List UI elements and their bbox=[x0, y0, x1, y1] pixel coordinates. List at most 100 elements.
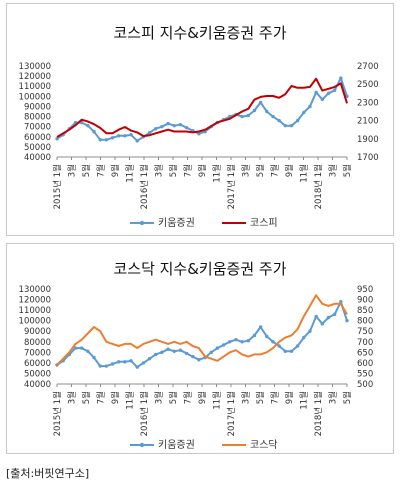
x-tick-label: 2018년 1월 bbox=[313, 164, 324, 209]
series-point bbox=[92, 355, 96, 360]
x-tick-label: 7월 bbox=[96, 391, 107, 404]
kosdaq-kiwoom-chart: 코스닥 지수&키움증권 주가40000500006000070000800009… bbox=[19, 260, 374, 451]
series-point bbox=[154, 352, 158, 357]
series-point bbox=[332, 88, 337, 92]
y-right-tick-label: 850 bbox=[357, 306, 373, 316]
y-right-tick-label: 650 bbox=[357, 348, 373, 358]
x-tick-label: 5월 bbox=[255, 391, 266, 404]
series-point bbox=[339, 76, 343, 80]
x-tick-label: 11월 bbox=[212, 391, 223, 410]
x-tick-label: 11월 bbox=[212, 164, 223, 183]
y-right-tick-label: 500 bbox=[357, 380, 373, 390]
series-point bbox=[221, 343, 226, 347]
series-point bbox=[197, 358, 201, 362]
x-tick-label: 5월 bbox=[168, 391, 179, 404]
legend-marker bbox=[139, 220, 145, 226]
x-tick-label: 7월 bbox=[183, 391, 194, 404]
series-point bbox=[197, 132, 201, 136]
series-point bbox=[277, 344, 281, 348]
legend-label: 키움증권 bbox=[158, 439, 195, 451]
y-left-tick-label: 120000 bbox=[19, 296, 51, 306]
x-tick-label: 9월 bbox=[110, 164, 121, 177]
y-left-tick-label: 90000 bbox=[24, 102, 51, 112]
y-left-tick-label: 100000 bbox=[19, 92, 51, 102]
x-tick-label: 3월 bbox=[154, 391, 165, 404]
series-point bbox=[252, 333, 257, 338]
series-point bbox=[302, 110, 306, 115]
series-point bbox=[110, 362, 115, 366]
series-point bbox=[234, 337, 238, 342]
series-point bbox=[271, 114, 275, 119]
series-point bbox=[277, 118, 281, 123]
kospi-chart-panel: 코스피 지수&키움증권 주가 40000 50000 60000 70000 80000 9… bbox=[6, 3, 394, 236]
x-tick-label: 7월 bbox=[183, 164, 194, 177]
series-point bbox=[92, 130, 96, 134]
y-left-tick-label: 50000 bbox=[24, 143, 51, 153]
x-tick-label: 3월 bbox=[241, 164, 252, 177]
x-tick-label: 5월 bbox=[81, 391, 92, 404]
y-left-tick-label: 70000 bbox=[24, 348, 51, 358]
x-tick-label: 5월 bbox=[255, 164, 266, 177]
y-right-tick-label: 2300 bbox=[357, 98, 379, 108]
y-right-tick-label: 900 bbox=[357, 296, 373, 306]
series-point bbox=[215, 346, 220, 350]
series-point bbox=[289, 123, 294, 128]
x-tick-label: 2016년 1월 bbox=[139, 391, 150, 436]
series-point bbox=[129, 133, 133, 137]
x-tick-label: 2018년 1월 bbox=[313, 391, 324, 436]
series-point bbox=[289, 349, 294, 353]
y-left-tick-label: 60000 bbox=[24, 359, 51, 369]
series-point bbox=[154, 126, 158, 131]
x-tick-label: 9월 bbox=[110, 391, 121, 404]
series-point bbox=[141, 361, 146, 365]
series-point bbox=[160, 350, 164, 355]
y-left-tick-label: 100000 bbox=[19, 317, 51, 327]
y-left-tick-label: 50000 bbox=[24, 369, 51, 379]
x-tick-label: 5월 bbox=[342, 391, 353, 404]
series-point bbox=[339, 299, 343, 304]
series-point bbox=[117, 360, 121, 364]
x-tick-label: 7월 bbox=[96, 164, 107, 177]
x-tick-label: 5월 bbox=[168, 164, 179, 177]
legend-label: 키움증권 bbox=[158, 217, 195, 229]
y-left-tick-label: 90000 bbox=[24, 327, 51, 337]
series-point bbox=[123, 360, 127, 364]
y-left-tick-label: 110000 bbox=[19, 82, 51, 92]
x-tick-label: 3월 bbox=[67, 391, 78, 404]
series-point bbox=[271, 340, 275, 344]
x-tick-label: 3월 bbox=[328, 391, 339, 404]
series-point bbox=[283, 349, 287, 353]
series-point bbox=[240, 114, 244, 119]
y-right-tick-label: 2100 bbox=[357, 117, 379, 127]
x-tick-label: 5월 bbox=[81, 164, 92, 177]
legend-label: 코스닥 bbox=[250, 439, 278, 451]
x-tick-label: 11월 bbox=[299, 164, 310, 183]
y-right-tick-label: 2500 bbox=[357, 80, 379, 90]
y-left-tick-label: 80000 bbox=[24, 338, 51, 348]
y-right-tick-label: 550 bbox=[357, 369, 373, 379]
series-point bbox=[332, 312, 337, 317]
series-point bbox=[178, 122, 183, 127]
legend-marker bbox=[139, 442, 145, 448]
x-tick-label: 3월 bbox=[67, 164, 78, 177]
x-tick-label: 9월 bbox=[197, 391, 208, 404]
series-point bbox=[129, 359, 133, 363]
series-point bbox=[308, 329, 312, 333]
series-point bbox=[98, 364, 102, 368]
series-point bbox=[117, 134, 121, 138]
x-tick-label: 2016년 1월 bbox=[139, 164, 150, 209]
series-point bbox=[320, 322, 325, 326]
series-point bbox=[246, 113, 250, 118]
x-tick-label: 7월 bbox=[270, 391, 281, 404]
x-tick-label: 9월 bbox=[197, 164, 208, 177]
y-left-tick-label: 70000 bbox=[24, 123, 51, 133]
y-right-tick-label: 950 bbox=[357, 285, 373, 295]
y-left-tick-label: 120000 bbox=[19, 72, 51, 82]
series-point bbox=[135, 365, 139, 369]
x-tick-label: 3월 bbox=[154, 164, 165, 177]
series-point bbox=[172, 349, 176, 353]
series-point bbox=[104, 364, 109, 368]
series-point bbox=[326, 315, 331, 320]
series-point bbox=[258, 100, 263, 105]
series-point bbox=[110, 136, 115, 140]
